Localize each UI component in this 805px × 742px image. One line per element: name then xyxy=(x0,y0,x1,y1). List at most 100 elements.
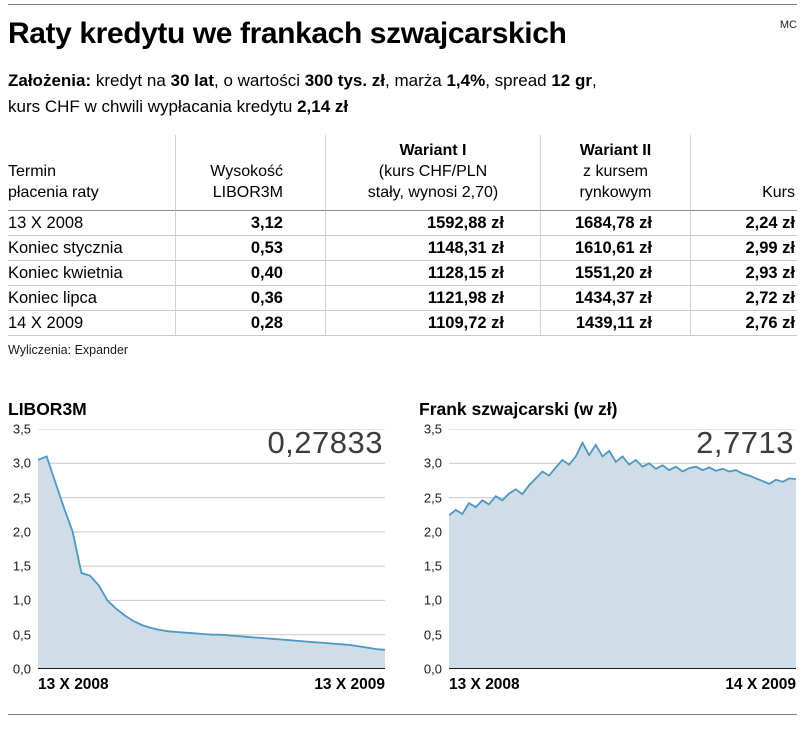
header-line: płacenia raty xyxy=(8,184,99,201)
source-note: Wyliczenia: Expander xyxy=(8,343,129,357)
table-header-wariant2: Wariant II z kursem rynkowym xyxy=(540,135,690,211)
table-cell-termin: Koniec lipca xyxy=(8,286,175,311)
plot-area: 0,27833 xyxy=(38,425,385,669)
y-axis-tick-label: 2,0 xyxy=(423,524,442,540)
text-segment: , spread xyxy=(485,71,552,90)
table-cell-wariant2: 1439,11 zł xyxy=(540,311,690,336)
text-segment: , marża xyxy=(385,71,447,90)
y-axis-tick-label: 3,5 xyxy=(12,421,31,437)
chart-title: Frank szwajcarski (w zł) xyxy=(419,399,618,419)
x-axis-start-label: 13 X 2008 xyxy=(38,676,109,693)
table-cell-kurs: 2,72 zł xyxy=(690,286,797,311)
text-segment: 2,14 zł xyxy=(297,97,349,116)
y-axis-tick-label: 3,5 xyxy=(423,421,442,437)
table-cell-termin: Koniec kwietnia xyxy=(8,261,175,286)
area-chart-svg xyxy=(38,429,385,669)
header-row: Raty kredytu we frankach szwajcarskich M… xyxy=(8,17,797,51)
table-cell-kurs: 2,99 zł xyxy=(690,236,797,261)
header-line: (kurs CHF/PLN xyxy=(378,163,488,180)
table-header-wysokosc-libor3m: Wysokość LIBOR3M xyxy=(175,135,325,211)
y-axis-tick-label: 1,0 xyxy=(12,592,31,608)
payments-table: Termin płacenia raty Wysokość LIBOR3M Wa… xyxy=(8,135,797,336)
chart-title: LIBOR3M xyxy=(8,399,87,419)
table-cell-wariant1: 1121,98 zł xyxy=(325,286,540,311)
table-cell-libor: 0,53 xyxy=(175,236,325,261)
header-line: rynkowym xyxy=(579,184,652,201)
table-cell-wariant2: 1434,37 zł xyxy=(540,286,690,311)
area-chart-svg xyxy=(449,429,796,669)
y-axis-tick-label: 2,5 xyxy=(12,490,31,506)
header-line: Wariant I xyxy=(399,142,467,159)
table-cell-wariant2: 1551,20 zł xyxy=(540,261,690,286)
plot-row: 3,5 3,0 2,5 2,0 1,5 1,0 0,5 0,0 0,27833 xyxy=(8,423,385,676)
y-axis-tick-label: 1,0 xyxy=(423,592,442,608)
table-cell-kurs: 2,76 zł xyxy=(690,311,797,336)
y-axis-tick-label: 2,5 xyxy=(423,490,442,506)
header-line: LIBOR3M xyxy=(212,184,283,201)
table-cell-wariant1: 1148,31 zł xyxy=(325,236,540,261)
table-header-kurs: Kurs xyxy=(690,135,797,211)
x-axis-end-label: 14 X 2009 xyxy=(725,676,796,693)
table-cell-termin: 13 X 2008 xyxy=(8,211,175,236)
y-axis-tick-label: 1,5 xyxy=(423,558,442,574)
plot-area: 2,7713 xyxy=(449,425,796,669)
text-segment: 30 lat xyxy=(170,71,214,90)
header-line: Kurs xyxy=(762,184,795,201)
header-line: stały, wynosi 2,70) xyxy=(367,184,499,201)
current-value-label: 2,7713 xyxy=(696,425,794,460)
table-cell-wariant2: 1684,78 zł xyxy=(540,211,690,236)
text-segment: 12 gr xyxy=(551,71,592,90)
table-cell-libor: 0,36 xyxy=(175,286,325,311)
table-cell-libor: 0,40 xyxy=(175,261,325,286)
y-axis-tick-label: 2,0 xyxy=(12,524,31,540)
chf-rate-chart: Frank szwajcarski (w zł) 3,5 3,0 2,5 2,0 1,5… xyxy=(419,399,796,694)
assumptions-line2: kurs CHF w chwili wypłacania kredytu 2,1… xyxy=(8,94,797,120)
current-value-label: 0,27833 xyxy=(267,425,383,460)
table-cell-termin: 14 X 2009 xyxy=(8,311,175,336)
text-segment: kurs CHF w chwili wypłacania kredytu xyxy=(8,97,298,116)
text-segment: 1,4% xyxy=(446,71,486,90)
y-axis-tick-label: 1,5 xyxy=(12,558,31,574)
table-cell-wariant1: 1109,72 zł xyxy=(325,311,540,336)
bottom-rule xyxy=(8,714,797,715)
table-header-wariant1: Wariant I (kurs CHF/PLN stały, wynosi 2,… xyxy=(325,135,540,211)
charts-row: LIBOR3M 3,5 3,0 2,5 2,0 1,5 1,0 0,5 0,0 0,27833… xyxy=(8,399,797,694)
header-line: z kursem xyxy=(583,163,648,180)
x-axis-start-label: 13 X 2008 xyxy=(449,676,520,693)
assumptions-line1: Założenia: kredyt na 30 lat, o wartości … xyxy=(8,68,797,94)
x-axis: 13 X 2008 14 X 2009 xyxy=(449,676,796,694)
x-axis: 13 X 2008 13 X 2009 xyxy=(38,676,385,694)
table-cell-libor: 3,12 xyxy=(175,211,325,236)
table-header-termin: Termin płacenia raty xyxy=(8,135,175,211)
table-cell-termin: Koniec stycznia xyxy=(8,236,175,261)
author-credit: MC xyxy=(779,19,797,31)
table-cell-libor: 0,28 xyxy=(175,311,325,336)
y-axis-tick-label: 0,0 xyxy=(423,661,442,677)
text-segment: 300 tys. zł xyxy=(304,71,386,90)
table-cell-wariant2: 1610,61 zł xyxy=(540,236,690,261)
text-segment: , xyxy=(591,71,597,90)
y-axis-tick-label: 0,0 xyxy=(12,661,31,677)
top-rule xyxy=(8,4,797,5)
y-axis-tick-label: 3,0 xyxy=(423,455,442,471)
page-title: Raty kredytu we frankach szwajcarskich xyxy=(8,17,567,50)
text-segment: kredyt na xyxy=(95,71,171,90)
table-cell-kurs: 2,93 zł xyxy=(690,261,797,286)
infographic-page: Raty kredytu we frankach szwajcarskich M… xyxy=(8,4,797,715)
table-cell-wariant1: 1592,88 zł xyxy=(325,211,540,236)
y-axis-tick-label: 0,5 xyxy=(12,627,31,643)
y-axis-tick-label: 0,5 xyxy=(423,627,442,643)
libor3m-chart: LIBOR3M 3,5 3,0 2,5 2,0 1,5 1,0 0,5 0,0 0,27833… xyxy=(8,399,385,694)
text-segment: Założenia: xyxy=(8,71,96,90)
plot-row: 3,5 3,0 2,5 2,0 1,5 1,0 0,5 0,0 2,7713 xyxy=(419,423,796,676)
x-axis-end-label: 13 X 2009 xyxy=(314,676,385,693)
y-axis: 3,5 3,0 2,5 2,0 1,5 1,0 0,5 0,0 xyxy=(8,423,38,676)
header-line: Wysokość xyxy=(210,163,283,180)
table-cell-wariant1: 1128,15 zł xyxy=(325,261,540,286)
header-line: Wariant II xyxy=(579,142,652,159)
text-segment: , o wartości xyxy=(214,71,305,90)
y-axis: 3,5 3,0 2,5 2,0 1,5 1,0 0,5 0,0 xyxy=(419,423,449,676)
header-line: Termin xyxy=(8,163,57,180)
table-cell-kurs: 2,24 zł xyxy=(690,211,797,236)
y-axis-tick-label: 3,0 xyxy=(12,455,31,471)
